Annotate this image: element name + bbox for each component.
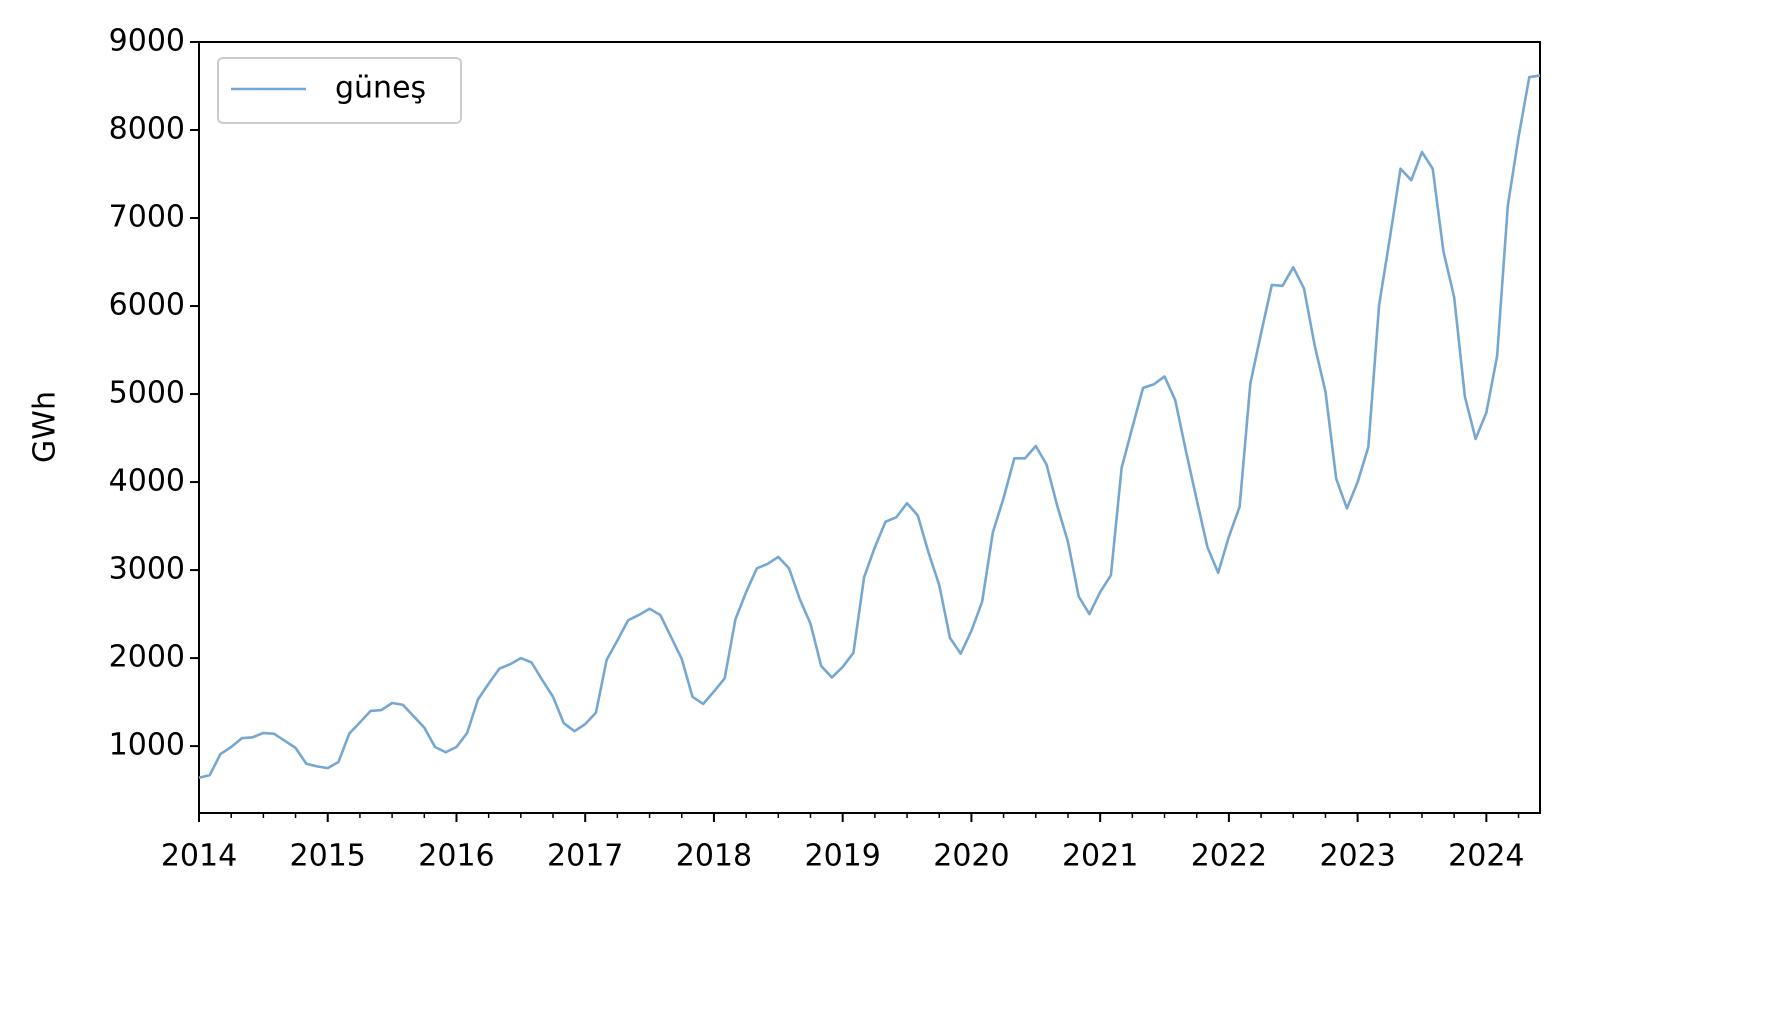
- x-tick-label: 2019: [805, 839, 881, 874]
- x-tick-label: 2014: [161, 839, 237, 874]
- y-tick-label: 2000: [109, 640, 185, 675]
- y-tick-label: 3000: [109, 552, 185, 587]
- x-tick-label: 2015: [290, 839, 366, 874]
- x-tick-label: 2023: [1319, 839, 1395, 874]
- y-tick-label: 9000: [109, 24, 185, 59]
- legend-label: güneş: [335, 71, 426, 106]
- x-tick-label: 2020: [933, 839, 1009, 874]
- y-tick-label: 1000: [109, 728, 185, 763]
- legend-box: [217, 57, 462, 124]
- y-tick-label: 5000: [109, 376, 185, 411]
- plot-frame: [198, 41, 1541, 814]
- x-tick-label: 2024: [1448, 839, 1524, 874]
- x-tick-label: 2018: [676, 839, 752, 874]
- y-tick-label: 7000: [109, 200, 185, 235]
- y-axis-label: GWh: [28, 391, 63, 463]
- x-tick-label: 2016: [418, 839, 494, 874]
- data-line: [198, 74, 1541, 780]
- x-tick-label: 2017: [547, 839, 623, 874]
- x-tick-label: 2021: [1062, 839, 1138, 874]
- y-tick-label: 6000: [109, 288, 185, 323]
- x-tick-label: 2022: [1191, 839, 1267, 874]
- y-tick-label: 8000: [109, 112, 185, 147]
- y-tick-label: 4000: [109, 464, 185, 499]
